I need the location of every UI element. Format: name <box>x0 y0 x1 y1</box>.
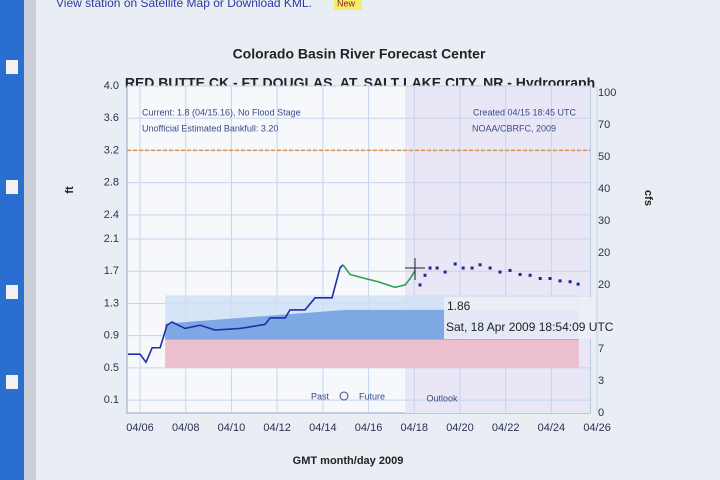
y-tick-label: 0.5 <box>104 362 119 374</box>
forecast-dot <box>528 273 532 277</box>
badge: New <box>337 0 356 8</box>
legend-past[interactable]: Past <box>311 391 330 401</box>
legend-icon <box>339 391 349 401</box>
forecast-dot <box>443 270 447 274</box>
legend-future[interactable]: Future <box>359 391 385 401</box>
x-tick-label: 04/14 <box>309 422 337 434</box>
y-tick-label: 2.8 <box>104 177 119 189</box>
x-tick-label: 04/08 <box>172 422 200 434</box>
y-axis-label: ft <box>64 186 76 194</box>
forecast-dot <box>488 266 492 270</box>
forecast-dot <box>418 283 422 287</box>
forecast-dot <box>538 276 542 280</box>
series-line <box>342 264 416 289</box>
y2-tick-label: 0 <box>598 407 604 419</box>
forecast-dot <box>548 276 552 280</box>
x-tick-label: 04/20 <box>446 422 474 434</box>
forecast-dot <box>576 282 580 286</box>
desktop-icon <box>6 60 18 74</box>
badge-bg <box>334 0 362 10</box>
y-tick-label: 0.9 <box>104 330 119 342</box>
y-tick-label: 3.2 <box>104 144 119 156</box>
outlook-band <box>165 339 579 368</box>
annotation: Unofficial Estimated Bankfull: 3.20 <box>142 123 278 133</box>
x-axis-label: GMT month/day 2009 <box>293 455 404 467</box>
x-tick-label: 04/26 <box>583 422 611 434</box>
forecast-dot <box>498 270 502 274</box>
desktop-icon <box>6 180 18 194</box>
tooltip-time: Sat, 18 Apr 2009 18:54:09 UTC <box>446 320 614 334</box>
y-tick-label: 4.0 <box>104 80 119 92</box>
tooltip <box>444 297 594 339</box>
y2-tick-label: 70 <box>598 119 610 131</box>
window-frame <box>24 0 36 480</box>
y2-tick-label: 7 <box>598 343 604 355</box>
y2-axis-label: cfs <box>642 190 654 206</box>
x-tick-label: 04/12 <box>263 422 291 434</box>
x-tick-label: 04/24 <box>538 422 566 434</box>
y2-tick-label: 20 <box>598 247 610 259</box>
forecast-dot <box>518 272 522 276</box>
annotation: Created 04/15 18:45 UTC <box>473 107 577 117</box>
y-tick-label: 2.4 <box>104 209 119 221</box>
y2-tick-label: 100 <box>598 87 616 99</box>
y-tick-label: 0.1 <box>104 394 119 406</box>
x-tick-label: 04/06 <box>126 422 154 434</box>
y2-tick-label: 40 <box>598 183 610 195</box>
forecast-dot <box>470 266 474 270</box>
forecast-dot <box>558 279 562 283</box>
forecast-dot <box>461 266 465 270</box>
forecast-dot <box>508 268 512 272</box>
chart-title: Colorado Basin River Forecast Center <box>233 46 486 62</box>
forecast-dot <box>423 273 427 277</box>
forecast-dot <box>453 262 457 266</box>
link-text[interactable]: View station on Satellite Map or Downloa… <box>56 0 312 10</box>
desktop-icon <box>6 285 18 299</box>
y2-tick-label: 3 <box>598 375 604 387</box>
y-tick-label: 1.3 <box>104 297 119 309</box>
legend-outlook[interactable]: Outlook <box>426 393 458 403</box>
y2-tick-label: 30 <box>598 215 610 227</box>
x-tick-label: 04/16 <box>355 422 383 434</box>
y2-tick-label: 50 <box>598 151 610 163</box>
forecast-dot <box>568 280 572 284</box>
y2-tick-label: 20 <box>598 279 610 291</box>
y-tick-label: 1.7 <box>104 265 119 277</box>
series-line <box>127 264 344 364</box>
y-tick-label: 3.6 <box>104 112 119 124</box>
x-tick-label: 04/10 <box>218 422 246 434</box>
desktop-icon <box>6 375 18 389</box>
tooltip-value: 1.86 <box>447 299 471 313</box>
annotation: NOAA/CBRFC, 2009 <box>472 123 556 133</box>
x-tick-label: 04/22 <box>492 422 520 434</box>
forecast-dot <box>435 266 439 270</box>
x-tick-label: 04/18 <box>400 422 428 434</box>
forecast-dot <box>478 263 482 267</box>
forecast-dot <box>428 266 432 270</box>
desktop-strip <box>0 0 24 480</box>
annotation: Current: 1.8 (04/15.16), No Flood Stage <box>142 107 301 117</box>
y-tick-label: 2.1 <box>104 233 119 245</box>
